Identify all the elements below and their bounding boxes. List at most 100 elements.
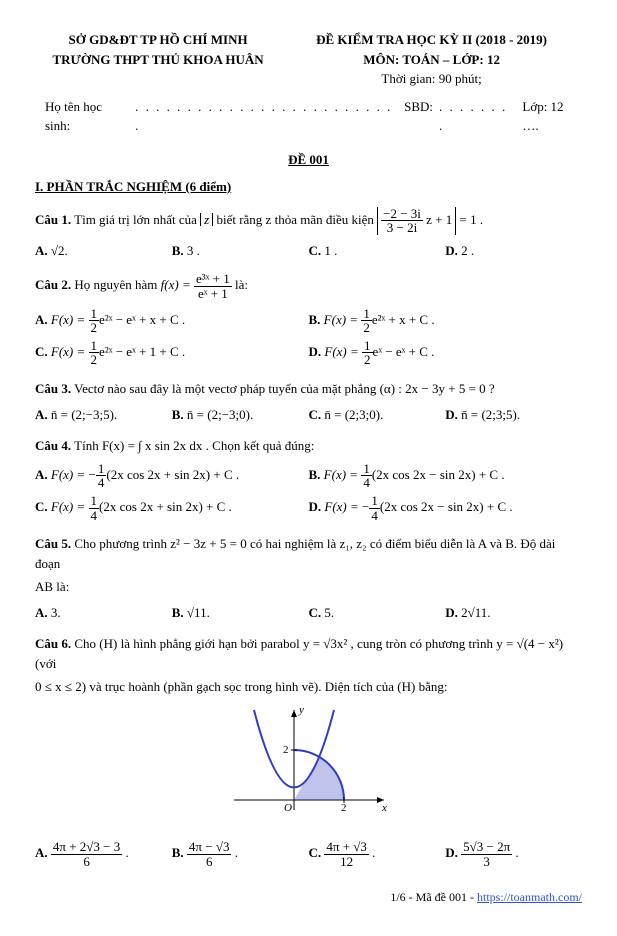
q5D-text: 2√11. [461,605,490,620]
school: TRƯỜNG THPT THỦ KHOA HUÂN [35,50,281,70]
x-tick: 2 [341,802,347,814]
class-label: Lớp: 12 …. [522,97,582,136]
q6-graph: y x 2 2 O [35,705,582,831]
shaded-region [294,757,344,800]
q1-optB: B. 3 . [172,239,309,263]
q3-optB: B. n̄ = (2;−3;0). [172,403,309,427]
footer: 1/6 - Mã đề 001 - https://toanmath.com/ [35,888,582,906]
q4A-den: 4 [96,476,107,490]
q5-text2: AB là: [35,577,582,597]
q1-tail: z + 1 [426,212,452,227]
header-right: ĐỀ KIỂM TRA HỌC KỲ II (2018 - 2019) MÔN:… [281,30,582,89]
dept: SỞ GD&ĐT TP HỒ CHÍ MINH [35,30,281,50]
q1-frac-num: −2 − 3i [381,207,423,222]
q4-optC: C. F(x) = 14(2x cos 2x + sin 2x) + C . [35,492,309,524]
q2-options: A. F(x) = 12e²ˣ − eˣ + x + C . B. F(x) =… [35,305,582,370]
q3-optD: D. n̄ = (2;3;5). [445,403,582,427]
q6-optC: C. 4π + √312 . [309,838,446,870]
q2C-den: 2 [89,353,100,367]
footer-link[interactable]: https://toanmath.com/ [477,890,582,904]
q6B-num: 4π − √3 [187,840,232,855]
q2A-num: 1 [89,307,100,322]
q4D-body: (2x cos 2x − sin 2x) + C . [380,499,513,514]
q2-optB: B. F(x) = 12e²ˣ + x + C . [309,305,583,337]
student-info-line: Họ tên học sinh: . . . . . . . . . . . .… [35,97,582,136]
section-title: I. PHẦN TRẮC NGHIỆM (6 điểm) [35,177,582,197]
q2B-body: e²ˣ + x + C . [372,312,435,327]
graph-svg: y x 2 2 O [224,705,394,825]
q3-label: Câu 3. [35,381,71,396]
q2-optD: D. F(x) = 12eˣ − eˣ + C . [309,337,583,369]
q2-frac: e³ˣ + 1 eˣ + 1 [194,272,232,300]
question-2: Câu 2. Họ nguyên hàm f(x) = e³ˣ + 1 eˣ +… [35,272,582,300]
q2D-num: 1 [362,339,373,354]
q1-cond-abs: −2 − 3i 3 − 2i z + 1 [377,207,456,235]
q4-label: Câu 4. [35,438,71,453]
q6C-num: 4π + √3 [324,840,369,855]
q5-optC: C. 5. [309,601,446,625]
q4A-body: (2x cos 2x + sin 2x) + C . [106,467,239,482]
q1-optC: C. 1 . [309,239,446,263]
question-6: Câu 6. Cho (H) là hình phẳng giới hạn bở… [35,634,582,673]
q6B-tail: . [231,845,238,860]
q3-optA: A. n̄ = (2;−3;5). [35,403,172,427]
q2D-body: eˣ − eˣ + C . [373,344,435,359]
exam-duration: Thời gian: 90 phút; [281,69,582,89]
q2-f: f(x) = [161,277,191,292]
q6-optA: A. 4π + 2√3 − 36 . [35,838,172,870]
q5-options: A. 3. B. √11. C. 5. D. 2√11. [35,601,582,625]
q4-optB: B. F(x) = 14(2x cos 2x − sin 2x) + C . [309,460,583,492]
q6D-tail: . [512,845,519,860]
q4B-num: 1 [361,462,372,477]
q4C-body: (2x cos 2x + sin 2x) + C . [99,499,232,514]
q3-text: Vectơ nào sau đây là một vectơ pháp tuyế… [74,381,495,396]
q6A-tail: . [122,845,129,860]
q4C-num: 1 [89,494,100,509]
q6A-den: 6 [51,855,122,869]
q1-optC-text: 1 . [324,243,337,258]
section-title-text: I. PHẦN TRẮC NGHIỆM (6 điểm) [35,179,231,194]
origin-label: O [284,802,292,814]
q1-frac: −2 − 3i 3 − 2i [381,207,423,235]
sbd-label: SBD: [404,97,433,136]
q4-text: Tính F(x) = ∫ x sin 2x dx . Chọn kết quả… [74,438,314,453]
q4A-sign: − [89,467,96,482]
header: SỞ GD&ĐT TP HỒ CHÍ MINH TRƯỜNG THPT THỦ … [35,30,582,89]
q2A-den: 2 [89,321,100,335]
q3B-text: n̄ = (2;−3;0). [187,407,253,422]
q1-optA-text: √2. [51,243,68,258]
q2A-body: e²ˣ − eˣ + x + C . [99,312,185,327]
q2-text: Họ nguyên hàm [74,277,160,292]
q6-optD: D. 5√3 − 2π3 . [445,838,582,870]
sbd-dots: . . . . . . . . [439,97,516,136]
q5-optB: B. √11. [172,601,309,625]
q1-abs-z: z [200,213,213,227]
q2-den: eˣ + 1 [194,287,232,301]
q4B-body: (2x cos 2x − sin 2x) + C . [372,467,505,482]
q4C-den: 4 [89,509,100,523]
q1-text-b: biết rằng z thỏa mãn điều kiện [216,212,377,227]
q2-num: e³ˣ + 1 [194,272,232,287]
q2D-den: 2 [362,353,373,367]
q6-options: A. 4π + 2√3 − 36 . B. 4π − √36 . C. 4π +… [35,838,582,870]
exam-code: ĐỀ 001 [35,150,582,170]
q6D-num: 5√3 − 2π [461,840,512,855]
q4D-sign: − [362,499,369,514]
exam-title: ĐỀ KIỂM TRA HỌC KỲ II (2018 - 2019) [281,30,582,50]
q6D-den: 3 [461,855,512,869]
q2B-num: 1 [361,307,372,322]
q5-label: Câu 5. [35,536,71,551]
footer-page: 1/6 - Mã đề 001 - [390,890,477,904]
q1-text-a: Tìm giá trị lớn nhất của [74,212,200,227]
q6-text1: Cho (H) là hình phẳng giới hạn bởi parab… [35,636,563,671]
q2-optC: C. F(x) = 12e²ˣ − eˣ + 1 + C . [35,337,309,369]
q5C-text: 5. [324,605,334,620]
q4A-num: 1 [96,462,107,477]
q3C-text: n̄ = (2;3;0). [324,407,383,422]
q1-label: Câu 1. [35,212,71,227]
q1-rhs: = 1 . [460,212,484,227]
q1-optB-text: 3 . [187,243,200,258]
q2-optA: A. F(x) = 12e²ˣ − eˣ + x + C . [35,305,309,337]
q1-optD: D. 2 . [445,239,582,263]
q6-label: Câu 6. [35,636,71,651]
